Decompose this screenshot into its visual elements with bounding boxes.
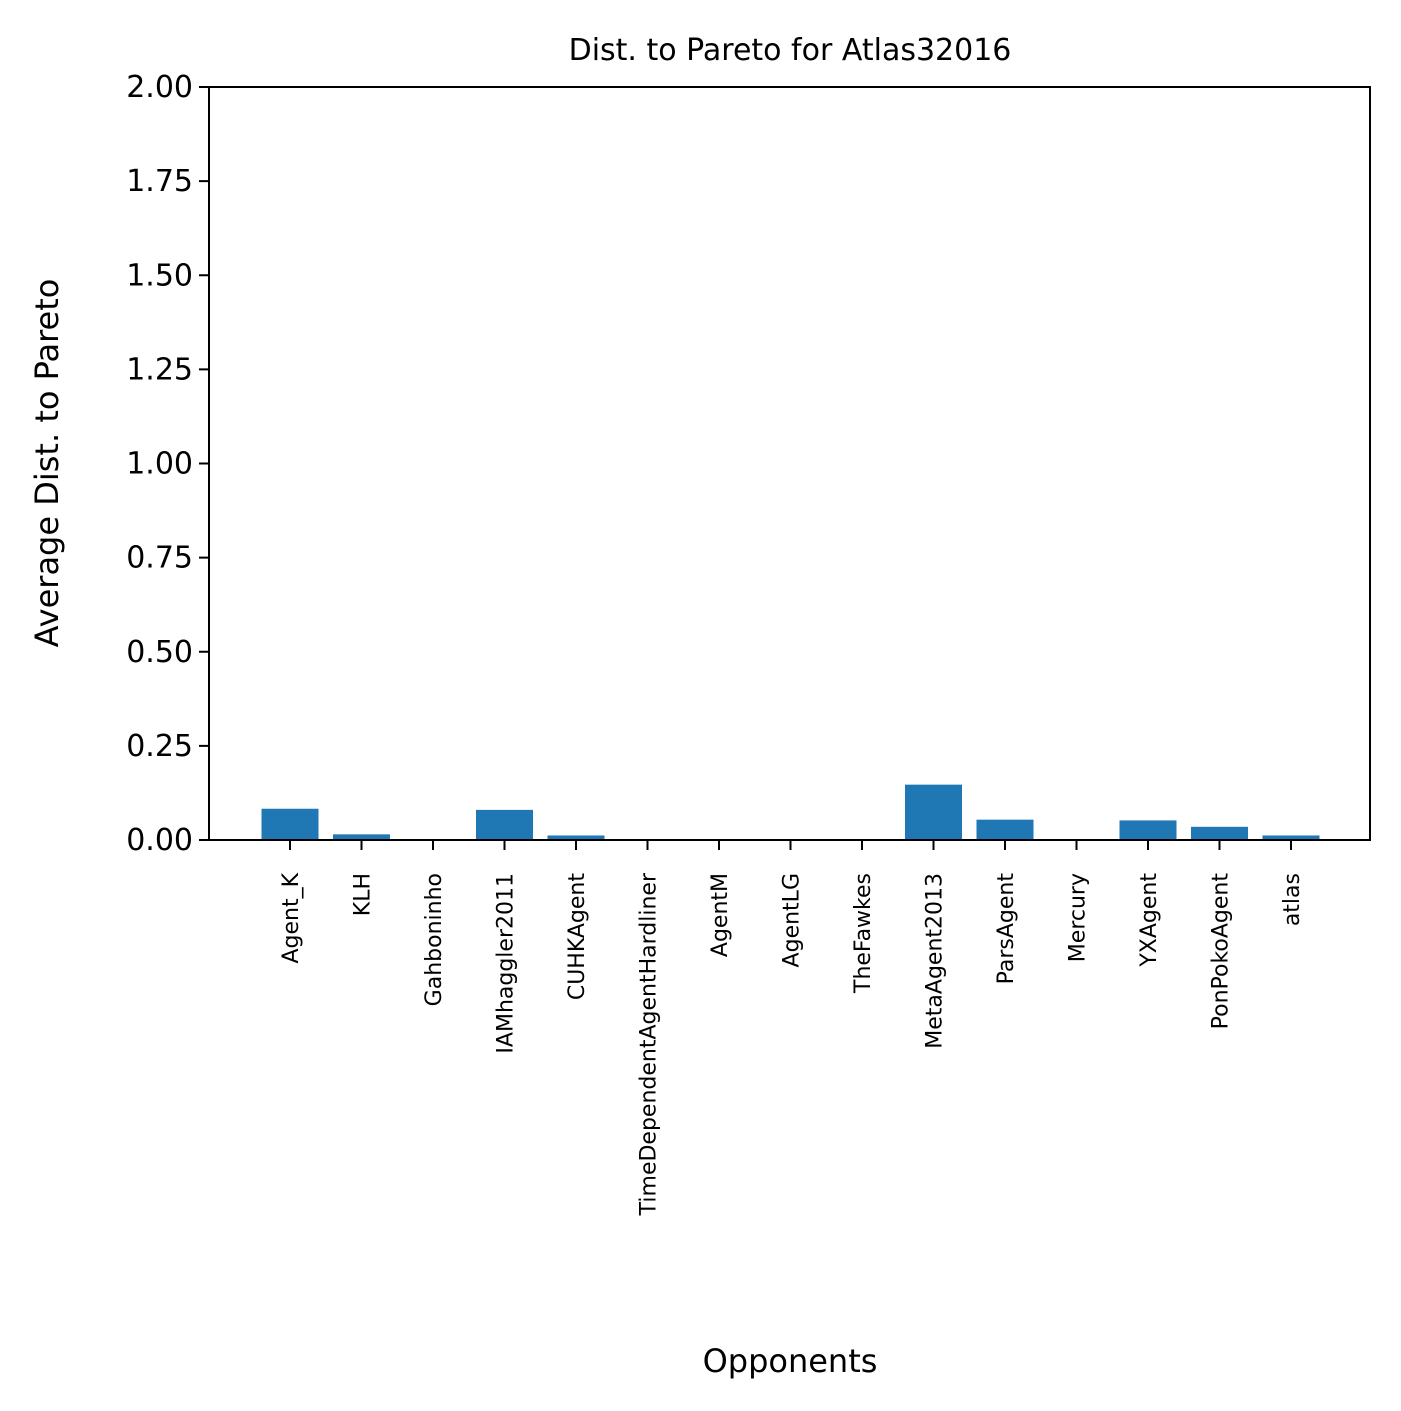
y-tick-label: 1.00 bbox=[126, 447, 193, 482]
x-tick-label: AgentLG bbox=[780, 873, 805, 967]
y-tick-label: 2.00 bbox=[126, 70, 193, 105]
y-tick-label: 1.50 bbox=[126, 258, 193, 293]
bar-metaagent2013 bbox=[905, 784, 962, 840]
y-axis-label: Average Dist. to Pareto bbox=[28, 279, 66, 648]
y-tick-label: 0.00 bbox=[126, 823, 193, 858]
x-tick-label: MetaAgent2013 bbox=[923, 873, 948, 1049]
x-tick-label: ParsAgent bbox=[994, 873, 1019, 985]
x-tick-label: PonPokoAgent bbox=[1209, 873, 1234, 1030]
y-tick-label: 1.75 bbox=[126, 164, 193, 199]
bar-ponpokoagent bbox=[1191, 826, 1248, 840]
x-tick-label: Gahboninho bbox=[422, 873, 447, 1006]
x-tick-label: Agent_K bbox=[279, 872, 304, 963]
x-axis-label: Opponents bbox=[703, 1342, 878, 1380]
bar-atlas bbox=[1262, 835, 1320, 840]
x-tick-label: KLH bbox=[351, 873, 376, 916]
x-tick-label: CUHKAgent bbox=[565, 873, 590, 1001]
chart-title: Dist. to Pareto for Atlas32016 bbox=[569, 33, 1012, 68]
bar-parsagent bbox=[976, 819, 1034, 840]
x-axis: Agent_K KLH Gahboninho IAMhaggler2011 CUHKAg… bbox=[279, 840, 1305, 1216]
y-axis: 0.00 0.25 0.50 0.75 1.00 1.25 1.50 1.75 2.00 bbox=[126, 70, 209, 858]
x-tick-label: Mercury bbox=[1066, 873, 1091, 962]
y-tick-label: 0.50 bbox=[126, 635, 193, 670]
x-tick-label: TheFawkes bbox=[851, 873, 876, 994]
bar-klh bbox=[333, 834, 390, 840]
x-tick-label: YXAgent bbox=[1137, 873, 1162, 968]
x-tick-label: IAMhaggler2011 bbox=[494, 873, 519, 1054]
plot-frame bbox=[208, 86, 1371, 841]
x-tick-label: atlas bbox=[1280, 873, 1305, 926]
bar-cuhkagent bbox=[547, 835, 605, 840]
x-tick-label: TimeDependentAgentHardliner bbox=[637, 872, 662, 1216]
y-tick-label: 0.25 bbox=[126, 729, 193, 764]
bar-iamhaggler2011 bbox=[476, 809, 533, 840]
y-tick-label: 0.75 bbox=[126, 541, 193, 576]
bar-agent-k bbox=[261, 808, 319, 840]
y-tick-label: 1.25 bbox=[126, 352, 193, 387]
x-tick-label: AgentM bbox=[708, 873, 733, 957]
bars-group bbox=[261, 784, 1320, 840]
bar-yxagent bbox=[1119, 820, 1177, 840]
